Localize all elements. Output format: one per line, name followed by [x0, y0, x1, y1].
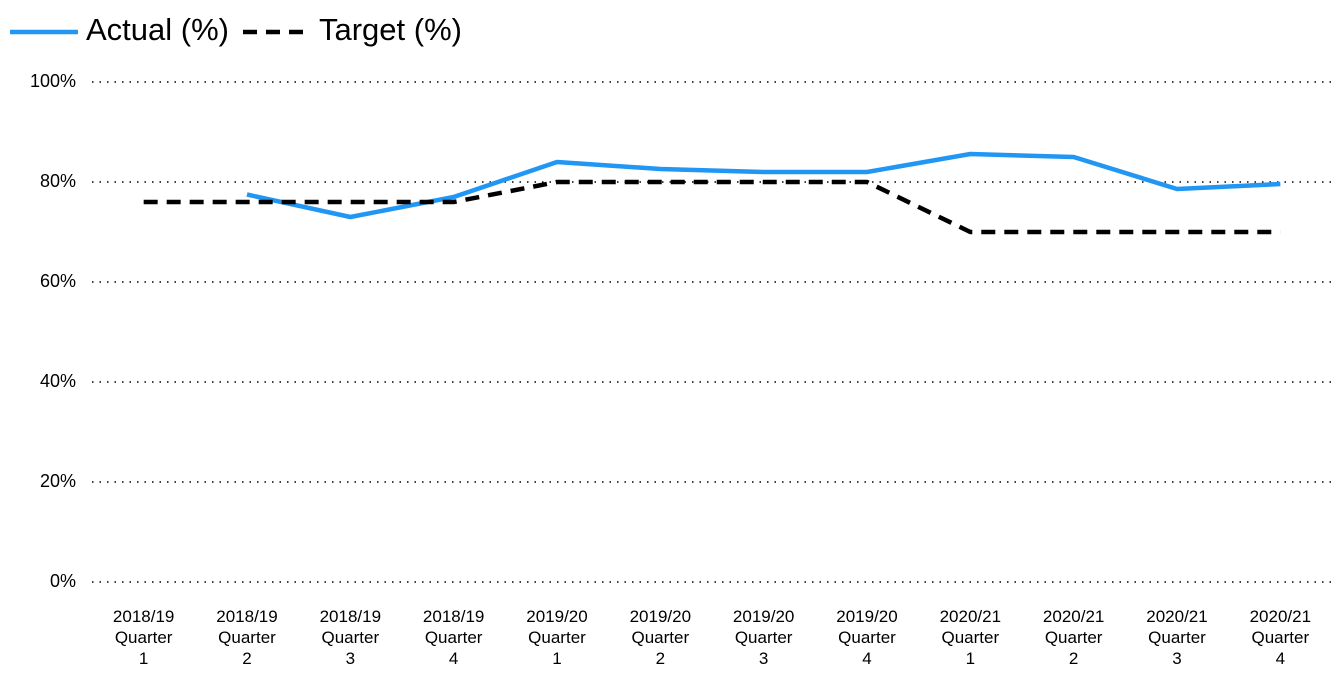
x-tick-label: 2018/19 Quarter 4 — [422, 607, 485, 668]
x-tick-label: 2019/20 Quarter 4 — [836, 607, 898, 668]
y-tick-label: 20% — [40, 471, 76, 491]
x-tick-label: 2018/19 Quarter 3 — [319, 607, 382, 668]
series-line — [143, 179, 1281, 235]
legend-label: Actual (%) — [86, 12, 229, 47]
x-tick-label: 2019/20 Quarter 2 — [629, 607, 692, 668]
y-tick-label: 100% — [30, 71, 76, 91]
legend-label: Target (%) — [319, 12, 462, 47]
x-tick-label: 2020/21 Quarter 1 — [939, 607, 1002, 668]
x-tick-label: 2020/21 Quarter 4 — [1249, 607, 1312, 668]
x-tick-label: 2018/19 Quarter 1 — [112, 607, 175, 668]
y-tick-label: 80% — [40, 171, 76, 191]
y-tick-label: 0% — [50, 571, 76, 591]
series-line — [246, 151, 1281, 220]
y-tick-label: 40% — [40, 371, 76, 391]
x-tick-label: 2020/21 Quarter 3 — [1146, 607, 1208, 668]
y-tick-label: 60% — [40, 271, 76, 291]
x-tick-label: 2020/21 Quarter 2 — [1042, 607, 1105, 668]
x-tick-label: 2019/20 Quarter 3 — [732, 607, 795, 668]
x-tick-label: 2019/20 Quarter 1 — [526, 607, 588, 668]
x-tick-label: 2018/19 Quarter 2 — [216, 607, 278, 668]
